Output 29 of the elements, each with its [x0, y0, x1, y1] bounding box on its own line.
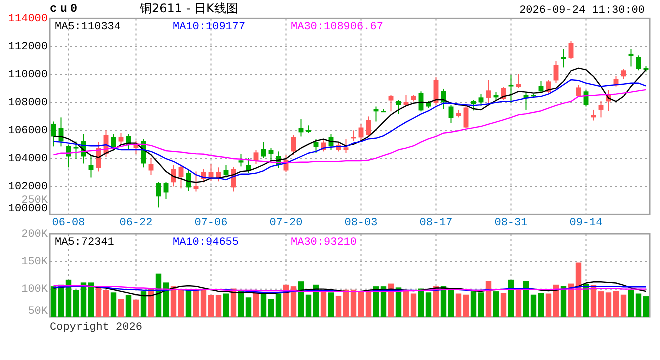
x-tick-label: 06-22	[120, 218, 153, 230]
text: MA5:110334	[55, 22, 122, 34]
y-tick-label: 108000	[8, 98, 48, 110]
y-tick-label: 104000	[8, 154, 48, 166]
chart-subtitle: 铜2611 - 日K线图	[139, 1, 238, 16]
text: Copyright 2026	[50, 322, 142, 334]
y-tick-label: 110000	[8, 70, 48, 82]
y-tick-label: 50K	[28, 306, 48, 318]
text: MA30:108906.67	[291, 22, 384, 34]
text: MA10:109177	[173, 22, 246, 34]
y-tick-label: 150K	[22, 256, 48, 269]
x-tick-label: 07-20	[270, 218, 303, 230]
y-tick-label: 100K	[22, 284, 48, 296]
text: MA10:94655	[173, 236, 240, 249]
x-tick-label: 06-08	[52, 218, 86, 230]
x-tick-label: 07-06	[194, 218, 228, 230]
text: 2026-09-24 11:30:00	[520, 4, 645, 17]
y-tick-label: 102000	[8, 182, 48, 194]
chart-title: cu0	[50, 2, 81, 16]
x-tick-label: 09-14	[570, 218, 604, 230]
y-tick-label: 114000	[8, 14, 48, 26]
text: MA5:72341	[55, 236, 115, 249]
x-tick-label: 08-03	[344, 218, 378, 230]
y-tick-label: 200K	[22, 228, 48, 241]
text: MA30:93210	[291, 236, 358, 249]
y-tick-label: 106000	[8, 126, 48, 138]
x-tick-label: 08-17	[420, 218, 453, 230]
x-tick-label: 08-31	[494, 218, 528, 230]
y-tick-label: 112000	[8, 42, 48, 54]
